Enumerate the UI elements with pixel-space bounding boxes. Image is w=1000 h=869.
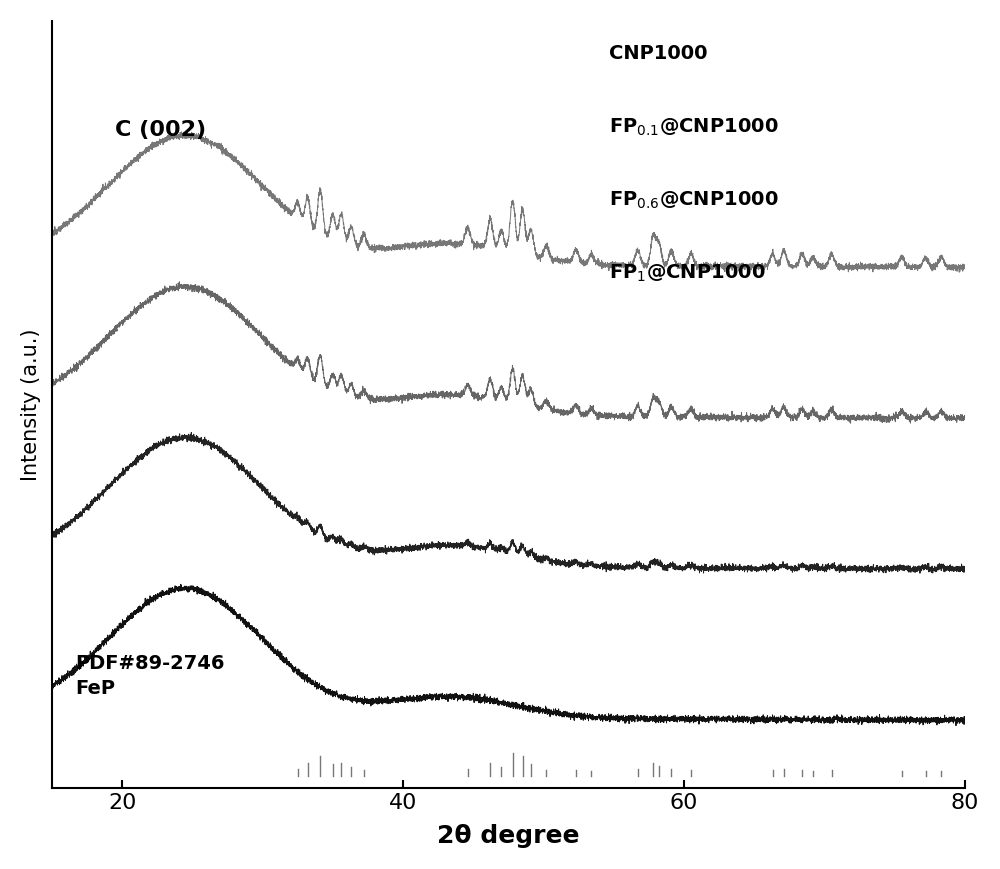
Text: FP$_{0.1}$@CNP1000: FP$_{0.1}$@CNP1000 bbox=[609, 116, 779, 138]
Y-axis label: Intensity (a.u.): Intensity (a.u.) bbox=[21, 328, 41, 481]
Text: CNP1000: CNP1000 bbox=[609, 43, 707, 63]
Text: FP$_{0.6}$@CNP1000: FP$_{0.6}$@CNP1000 bbox=[609, 189, 779, 211]
Text: FP$_{1}$@CNP1000: FP$_{1}$@CNP1000 bbox=[609, 262, 766, 284]
Text: PDF#89-2746
FeP: PDF#89-2746 FeP bbox=[75, 653, 224, 698]
X-axis label: 2θ degree: 2θ degree bbox=[437, 824, 580, 848]
Text: C (002): C (002) bbox=[115, 120, 206, 140]
